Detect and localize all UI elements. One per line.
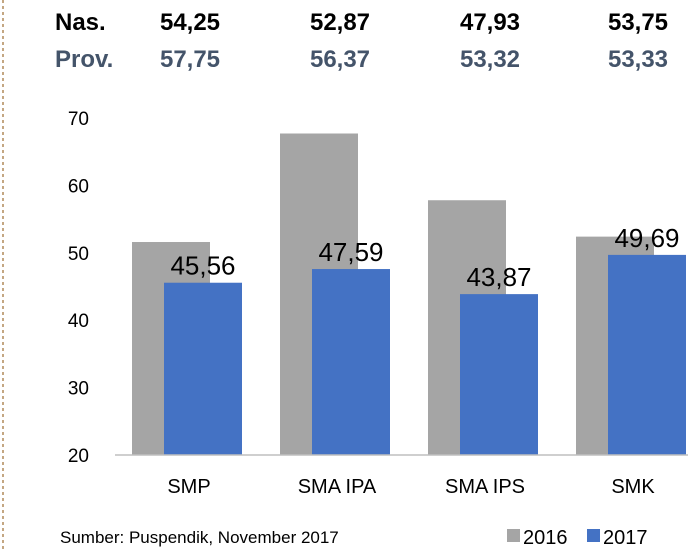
- bar: [460, 294, 538, 455]
- bar: [164, 282, 242, 455]
- data-label: 43,87: [466, 262, 531, 292]
- x-tick-label: SMK: [611, 476, 655, 498]
- table-value: 52,87: [310, 9, 370, 36]
- table-value: 54,25: [160, 9, 220, 36]
- bar: [312, 269, 390, 455]
- source: Sumber: Puspendik, November 2017: [60, 528, 339, 547]
- legend-swatch: [587, 529, 600, 542]
- data-label: 45,56: [170, 251, 235, 281]
- x-tick-label: SMA IPS: [445, 476, 525, 498]
- legend-swatch: [507, 529, 520, 542]
- table-row-label: Nas.: [55, 9, 106, 36]
- table-value: 53,75: [608, 9, 668, 36]
- y-tick-label: 20: [68, 446, 89, 467]
- x-tick-label: SMA IPA: [298, 476, 377, 498]
- legend-label: 2016: [523, 527, 568, 549]
- y-tick-label: 30: [68, 379, 89, 400]
- y-tick-label: 40: [68, 311, 89, 332]
- y-tick-label: 70: [68, 109, 89, 130]
- legend-label: 2017: [603, 527, 648, 549]
- x-tick-label: SMP: [167, 476, 210, 498]
- bar: [608, 254, 686, 455]
- table-value: 57,75: [160, 46, 220, 73]
- y-tick-label: 60: [68, 176, 89, 197]
- table-value: 53,33: [608, 46, 668, 73]
- y-tick-label: 50: [68, 244, 89, 265]
- data-label: 47,59: [318, 237, 383, 267]
- table-value: 47,93: [460, 9, 520, 36]
- table-row-label: Prov.: [55, 46, 113, 73]
- data-label: 49,69: [614, 223, 679, 253]
- table-value: 53,32: [460, 46, 520, 73]
- table-value: 56,37: [310, 46, 370, 73]
